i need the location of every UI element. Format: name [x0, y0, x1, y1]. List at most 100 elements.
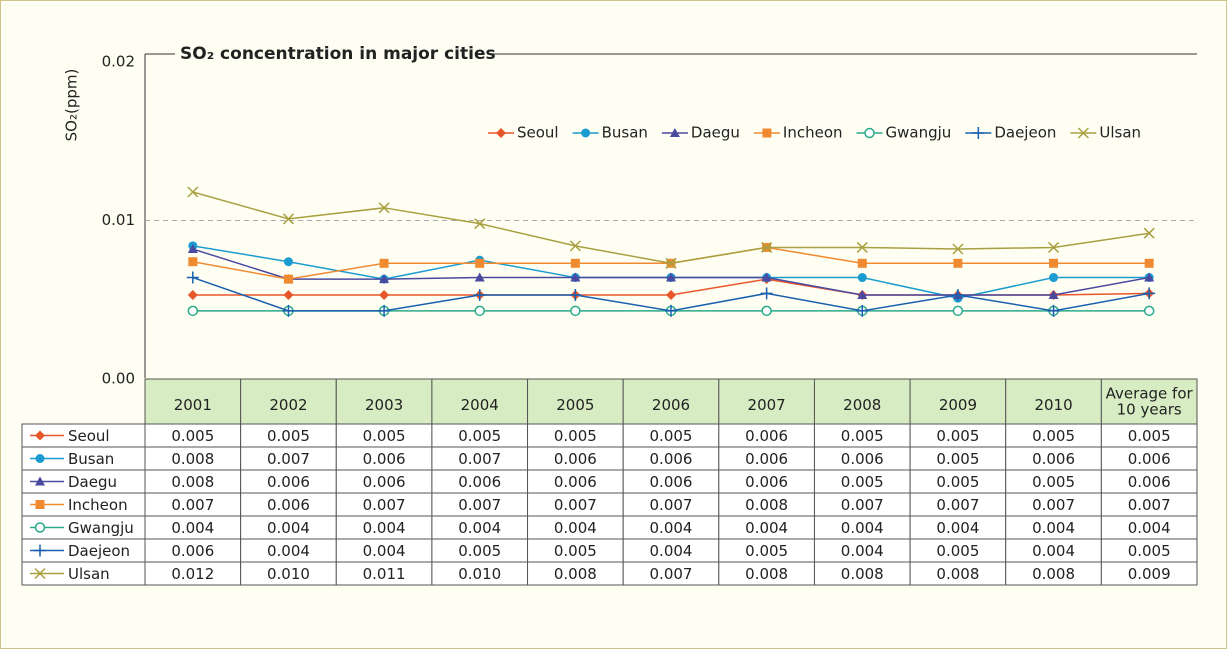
- table-value: 0.007: [650, 496, 693, 514]
- data-point: [379, 274, 390, 284]
- data-point-shape: [761, 272, 772, 282]
- data-point-shape: [474, 305, 485, 317]
- data-point: [282, 213, 294, 225]
- data-point-shape: [1047, 304, 1060, 317]
- data-point-shape: [1143, 227, 1155, 239]
- data-point: [1144, 258, 1154, 268]
- table-value: 0.006: [745, 427, 788, 445]
- legend-label: Busan: [602, 124, 648, 142]
- table-value: 0.008: [745, 565, 788, 583]
- table-value: 0.005: [458, 542, 501, 560]
- data-point-shape: [1143, 305, 1155, 317]
- table-value: 0.007: [458, 496, 501, 514]
- x-tick-label: 2005: [556, 396, 594, 414]
- table-value: 0.006: [745, 450, 788, 468]
- data-point-shape: [952, 305, 964, 317]
- legend-marker: [496, 128, 506, 138]
- table-value: 0.004: [363, 542, 406, 560]
- data-point: [1049, 273, 1059, 283]
- table-value: 0.006: [554, 450, 597, 468]
- legend-label: Gwangju: [886, 124, 952, 142]
- legend-label: Ulsan: [1099, 124, 1141, 142]
- data-point-shape: [1048, 241, 1060, 253]
- data-point-shape: [187, 305, 199, 317]
- data-point-shape: [475, 258, 485, 268]
- data-point-shape: [379, 274, 390, 284]
- data-point-shape: [379, 258, 389, 268]
- data-point: [666, 289, 676, 300]
- table-value: 0.008: [171, 473, 214, 491]
- data-point-shape: [282, 304, 295, 317]
- table-value: 0.004: [1032, 542, 1075, 560]
- data-point: [188, 257, 198, 267]
- table-value: 0.006: [1032, 450, 1075, 468]
- data-point-shape: [473, 288, 486, 301]
- data-point-shape: [569, 288, 582, 301]
- data-point: [761, 241, 773, 253]
- data-point: [1143, 287, 1156, 300]
- table-value: 0.008: [745, 496, 788, 514]
- data-point: [857, 258, 867, 268]
- chart-title: SO₂ concentration in major cities: [180, 44, 496, 64]
- legend-label: Seoul: [517, 124, 559, 142]
- data-point: [761, 272, 772, 282]
- data-point-shape: [857, 273, 867, 283]
- row-legend-marker: [35, 500, 45, 509]
- table-value: 0.005: [936, 542, 979, 560]
- data-point: [283, 274, 293, 284]
- data-point: [1049, 258, 1059, 268]
- x-tick-label: 2010: [1034, 396, 1072, 414]
- data-point: [283, 289, 294, 300]
- table-cell: [1100, 561, 1198, 586]
- data-point: [951, 288, 964, 301]
- table-value: 0.006: [1128, 450, 1171, 468]
- legend-marker-shape: [1077, 127, 1089, 139]
- header-cell: [240, 378, 337, 425]
- data-point-shape: [760, 287, 773, 300]
- data-point: [1143, 227, 1155, 239]
- header-cell: [1005, 378, 1102, 425]
- data-point-shape: [187, 289, 198, 300]
- data-point: [952, 305, 964, 317]
- data-point: [570, 272, 581, 282]
- table-value: 0.007: [458, 450, 501, 468]
- legend-marker: [1077, 127, 1089, 139]
- data-point: [379, 258, 389, 268]
- table-value: 0.005: [171, 427, 214, 445]
- data-point-shape: [283, 274, 293, 284]
- table-value: 0.007: [171, 496, 214, 514]
- y-tick-label: 0.00: [102, 370, 135, 388]
- data-point: [473, 288, 486, 301]
- row-label: Seoul: [68, 427, 110, 445]
- table-value: 0.008: [554, 565, 597, 583]
- data-point-shape: [1049, 258, 1059, 268]
- data-point: [474, 305, 485, 317]
- data-point-shape: [1144, 258, 1154, 268]
- row-legend-marker: [34, 544, 46, 557]
- data-point: [665, 257, 677, 269]
- table-value: 0.008: [841, 565, 884, 583]
- y-tick-label: 0.02: [102, 53, 135, 71]
- row-label: Incheon: [68, 496, 128, 514]
- table-value: 0.007: [554, 496, 597, 514]
- data-point-shape: [665, 304, 677, 317]
- legend-marker: [581, 128, 591, 138]
- table-value: 0.009: [1128, 565, 1171, 583]
- data-point-shape: [1144, 272, 1155, 282]
- legend-marker-shape: [496, 128, 506, 138]
- table-value: 0.006: [1128, 473, 1171, 491]
- data-point-shape: [570, 305, 581, 317]
- header-cell: [909, 378, 1007, 425]
- data-point: [856, 241, 868, 253]
- data-point: [1047, 304, 1060, 317]
- data-point: [475, 258, 485, 268]
- data-point: [569, 240, 581, 252]
- legend-marker-shape: [581, 128, 591, 138]
- legend-label: Daejeon: [994, 124, 1056, 142]
- table-value: 0.004: [841, 542, 884, 560]
- legend-marker: [762, 128, 772, 138]
- table-value: 0.004: [363, 519, 406, 537]
- data-point-shape: [951, 288, 964, 301]
- table-value: 0.008: [171, 450, 214, 468]
- table-value: 0.006: [458, 473, 501, 491]
